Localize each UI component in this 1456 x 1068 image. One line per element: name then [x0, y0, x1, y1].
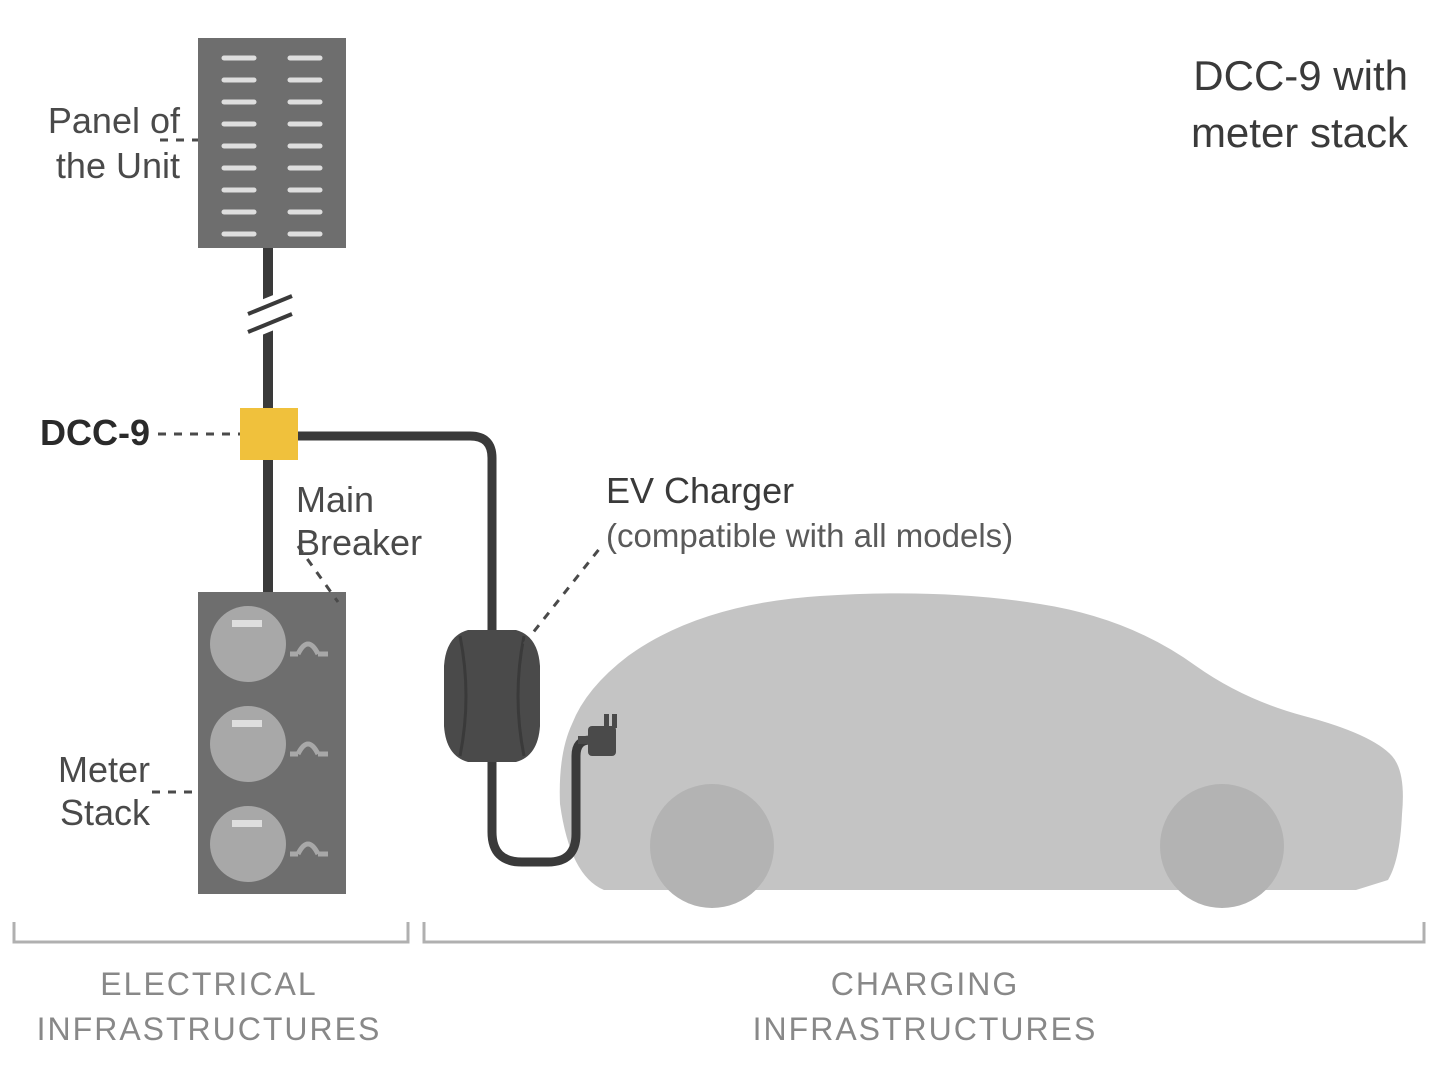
- dcc9-box: [240, 408, 298, 460]
- label-meter-stack: Meter Stack: [0, 748, 150, 834]
- meter-stack: [198, 592, 346, 894]
- bracket-charging: CHARGING INFRASTRUCTURES: [420, 962, 1430, 1052]
- title-line1: DCC-9 with: [1191, 48, 1408, 105]
- bracket-charging-line2: INFRASTRUCTURES: [420, 1007, 1430, 1052]
- electrical-panel: [198, 38, 346, 248]
- label-main-breaker-line1: Main: [296, 478, 496, 521]
- label-ev-charger-line1: EV Charger: [606, 468, 1166, 515]
- label-dcc9-text: DCC-9: [40, 412, 150, 453]
- wire-panel-to-dcc: [248, 248, 292, 410]
- car-silhouette: [560, 593, 1403, 908]
- bracket-electrical: ELECTRICAL INFRASTRUCTURES: [10, 962, 408, 1052]
- label-ev-charger-line2: (compatible with all models): [606, 515, 1166, 558]
- label-panel-line2: the Unit: [0, 143, 180, 188]
- label-meter-stack-line1: Meter: [0, 748, 150, 791]
- bracket-electrical-line2: INFRASTRUCTURES: [10, 1007, 408, 1052]
- label-ev-charger: EV Charger (compatible with all models): [606, 468, 1166, 558]
- label-panel-line1: Panel of: [0, 98, 180, 143]
- label-dcc9: DCC-9: [0, 412, 150, 454]
- title-line2: meter stack: [1191, 105, 1408, 162]
- label-main-breaker-line2: Breaker: [296, 521, 496, 564]
- label-panel: Panel of the Unit: [0, 98, 180, 188]
- section-brackets: [14, 922, 1424, 942]
- diagram-title: DCC-9 with meter stack: [1191, 48, 1408, 161]
- bracket-electrical-line1: ELECTRICAL: [10, 962, 408, 1007]
- ev-charger: [444, 630, 540, 762]
- label-main-breaker: Main Breaker: [296, 478, 496, 564]
- label-meter_stack-line2: Stack: [0, 791, 150, 834]
- bracket-charging-line1: CHARGING: [420, 962, 1430, 1007]
